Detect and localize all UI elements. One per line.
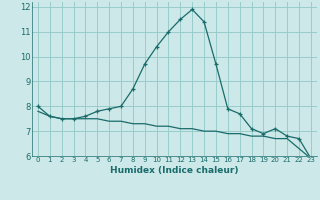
X-axis label: Humidex (Indice chaleur): Humidex (Indice chaleur)	[110, 166, 239, 175]
